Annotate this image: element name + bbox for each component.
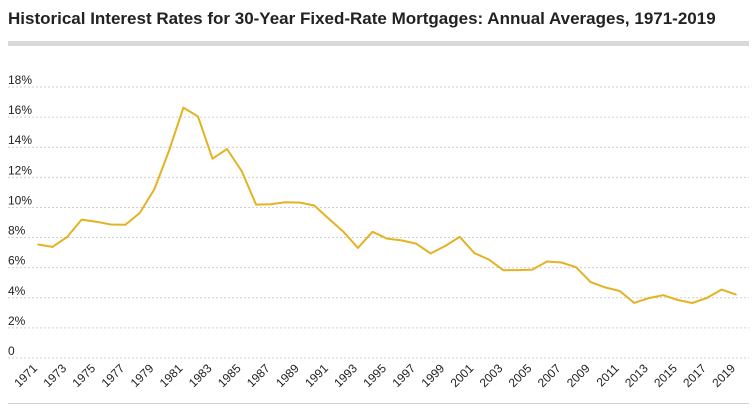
data-point [604, 286, 606, 289]
data-point [706, 297, 708, 299]
data-point [328, 217, 330, 220]
data-point [240, 170, 243, 172]
data-point [662, 294, 665, 297]
x-tick-label: 1979 [128, 361, 157, 390]
data-point [226, 148, 228, 150]
x-tick-label: 1971 [11, 361, 40, 390]
data-point [80, 218, 83, 221]
data-point [66, 236, 68, 238]
data-point [473, 252, 476, 254]
data-point [546, 260, 548, 263]
data-point [386, 237, 388, 240]
data-point [735, 293, 737, 296]
x-tick-label: 1991 [302, 361, 331, 390]
y-tick-label: 2% [8, 314, 26, 328]
data-point [487, 258, 490, 261]
data-point [153, 188, 156, 191]
x-tick-label: 1985 [215, 361, 244, 390]
x-tick-label: 1975 [70, 361, 99, 390]
data-point [589, 281, 592, 283]
data-point [37, 243, 39, 246]
data-point [95, 220, 97, 223]
x-tick-label: 2003 [477, 361, 506, 390]
x-tick-label: 2013 [622, 361, 651, 390]
data-point [691, 302, 694, 304]
data-point [255, 203, 257, 206]
y-tick-label: 0 [8, 344, 15, 358]
y-axis-tick-labels: 0 2% 4% 6% 8% 10% 12% 14% 16% 18% [8, 73, 32, 358]
x-tick-label: 2001 [448, 361, 477, 390]
data-point [168, 150, 170, 152]
data-point [502, 269, 505, 272]
data-point [313, 204, 316, 207]
data-point [429, 252, 432, 255]
data-point [357, 247, 359, 249]
y-tick-label: 12% [8, 163, 32, 177]
data-point [444, 245, 446, 247]
data-point [284, 201, 287, 204]
data-point [415, 242, 417, 245]
x-tick-label: 1993 [331, 361, 360, 390]
data-point [124, 223, 127, 226]
x-tick-label: 2011 [594, 361, 622, 389]
data-point [517, 269, 519, 271]
chart-title: Historical Interest Rates for 30-Year Fi… [8, 9, 716, 28]
data-point [458, 236, 461, 238]
title-divider [8, 41, 749, 46]
y-tick-label: 14% [8, 133, 32, 147]
data-point [51, 246, 54, 248]
data-point [109, 223, 112, 226]
x-tick-label: 1989 [273, 361, 302, 390]
y-tick-label: 16% [8, 103, 32, 117]
y-tick-label: 8% [8, 224, 26, 238]
y-tick-label: 18% [8, 73, 32, 87]
x-tick-label: 1977 [99, 361, 128, 390]
x-tick-label: 1973 [40, 361, 69, 390]
bottom-divider [8, 403, 749, 404]
data-point [342, 230, 345, 233]
data-point [400, 239, 403, 242]
data-point [677, 299, 679, 301]
data-point [211, 157, 214, 160]
x-tick-label: 2009 [564, 361, 593, 390]
x-tick-label: 1987 [244, 361, 273, 390]
x-tick-label: 1983 [186, 361, 215, 390]
x-tick-label: 1997 [389, 361, 418, 390]
data-point [720, 288, 723, 291]
data-point [531, 268, 534, 271]
y-tick-label: 10% [8, 193, 32, 207]
data-point [618, 290, 621, 292]
series-line [37, 106, 737, 304]
series-layer [37, 106, 737, 304]
data-point [633, 302, 636, 304]
data-point [197, 115, 199, 118]
data-point [138, 212, 141, 214]
x-tick-label: 2007 [535, 361, 564, 390]
x-tick-label: 1995 [360, 361, 389, 390]
x-axis-tick-labels: 1971 1973 1975 1977 1979 1981 1983 1985 1987 1989… [11, 361, 738, 390]
gridlines [8, 86, 749, 359]
data-point [182, 106, 185, 109]
data-point [575, 266, 577, 269]
data-point [647, 297, 650, 299]
data-point [269, 203, 272, 206]
y-tick-label: 6% [8, 254, 26, 268]
x-tick-label: 2005 [506, 361, 535, 390]
x-tick-label: 2017 [680, 361, 709, 390]
data-point [298, 201, 301, 204]
data-point [560, 261, 563, 264]
x-tick-label: 2015 [651, 361, 680, 390]
x-tick-label: 2019 [709, 361, 738, 390]
x-tick-label: 1981 [157, 361, 186, 390]
y-tick-label: 4% [8, 284, 26, 298]
x-tick-label: 1999 [419, 361, 448, 390]
data-point [371, 231, 374, 233]
